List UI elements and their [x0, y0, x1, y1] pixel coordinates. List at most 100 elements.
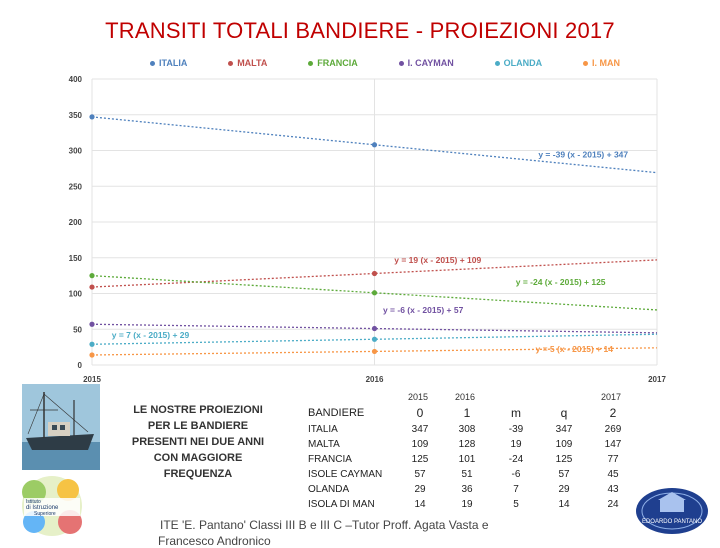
table-header: 2: [609, 406, 617, 420]
grid-lines: [91, 78, 658, 366]
table-header: q: [560, 406, 568, 420]
table-cell: 36: [461, 484, 473, 495]
legend-item: FRANCIA: [308, 56, 358, 70]
table-cell: MALTA: [308, 439, 340, 450]
logo-text: Istituto: [26, 499, 41, 505]
data-point-i-man: [89, 352, 95, 358]
legend-label: OLANDA: [503, 58, 543, 68]
table-cell: 125: [555, 454, 573, 465]
table-cell: 7: [513, 484, 519, 495]
table-column-m: m -39 19 -24 -6 7 5: [500, 406, 532, 512]
note-line: PRESENTI NEI DUE ANNI: [131, 436, 265, 448]
note-line: PER LE BANDIERE: [147, 420, 249, 432]
x-tick-label: 2015: [83, 375, 101, 384]
legend-label: I. MAN: [591, 58, 620, 68]
x-tick-label: 2016: [366, 375, 384, 384]
y-tick-label: 200: [69, 218, 83, 227]
fishing-boat-image: [22, 384, 100, 470]
legend-item: OLANDA: [494, 56, 543, 70]
data-point-olanda: [371, 336, 378, 342]
year-label-2015: 2015: [408, 392, 429, 402]
table-cell: 101: [458, 454, 476, 465]
chart-legend: ITALIA MALTA FRANCIA I. CAYMAN OLANDA I. MAN: [150, 56, 620, 70]
trend-equations: y = -39 (x - 2015) + 347 y = 19 (x - 2015…: [112, 150, 629, 354]
table-cell: 19: [461, 499, 473, 510]
table-cell: -6: [511, 469, 521, 480]
table-header: m: [511, 406, 521, 420]
table-cell: 29: [414, 484, 426, 495]
trend-equation: y = -39 (x - 2015) + 347: [538, 150, 628, 160]
table-cell: 269: [604, 424, 622, 435]
table-cell: 14: [558, 499, 570, 510]
table-cell: 19: [510, 439, 522, 450]
logo-text: EDOARDO PANTANO: [642, 519, 702, 525]
data-point-i-man: [371, 348, 378, 355]
logo-text: Superiore: [34, 511, 56, 517]
table-cell: -24: [508, 454, 524, 465]
y-tick-label: 300: [69, 147, 83, 156]
legend-label: MALTA: [237, 58, 268, 68]
istituto-pantano-logo: EDOARDO PANTANO: [636, 488, 708, 534]
table-cell: ISOLA DI MAN: [308, 499, 375, 510]
table-cell: 57: [558, 469, 570, 480]
table-header: 0: [416, 406, 424, 420]
table-cell: 24: [607, 499, 619, 510]
table-cell: 147: [604, 439, 622, 450]
legend-item: ITALIA: [150, 56, 187, 70]
y-tick-label: 250: [69, 182, 83, 191]
table-cell: OLANDA: [308, 484, 350, 495]
note-line: CON MAGGIORE: [153, 452, 243, 464]
data-point-italia: [89, 114, 95, 120]
projection-note: LE NOSTRE PROIEZIONI PER LE BANDIERE PRE…: [118, 402, 278, 482]
table-cell: 43: [607, 484, 619, 495]
table-cell: 29: [558, 484, 570, 495]
trend-equation: y = -6 (x - 2015) + 57: [383, 305, 464, 315]
table-cell: 14: [414, 499, 426, 510]
trend-equation: y = 19 (x - 2015) + 109: [394, 255, 481, 265]
table-column-2017: 2 269 147 77 45 43 24: [597, 406, 629, 512]
footer-credits: ITE 'E. Pantano' Classi III B e III C –T…: [160, 518, 489, 532]
y-tick-label: 400: [69, 75, 83, 84]
y-tick-label: 150: [69, 254, 83, 263]
legend-marker: [398, 60, 404, 66]
data-point-i-cayman: [89, 321, 95, 327]
table-column-q: q 347 109 125 57 29 14: [548, 406, 580, 512]
table-cell: 5: [513, 499, 519, 510]
legend-label: I. CAYMAN: [407, 58, 454, 68]
table-cell: 51: [461, 469, 473, 480]
legend-label: FRANCIA: [317, 58, 358, 68]
table-column-flag: BANDIERE ITALIA MALTA FRANCIA ISOLE CAYMAN OL…: [308, 406, 382, 512]
legend-label: ITALIA: [159, 58, 188, 68]
table-cell: FRANCIA: [308, 454, 352, 465]
data-point-italia: [371, 142, 378, 148]
data-point-malta: [371, 270, 378, 277]
table-header: 1: [463, 406, 471, 420]
table-column-2015: 0 347 109 125 57 29 14: [404, 406, 436, 512]
x-axis-ticks: 2015 2016 2017: [83, 375, 666, 384]
table-cell: 125: [411, 454, 429, 465]
legend-marker: [494, 60, 500, 66]
table-cell: 109: [411, 439, 429, 450]
table-cell: 109: [555, 439, 573, 450]
projection-table: BANDIERE ITALIA MALTA FRANCIA ISOLE CAYMAN OL…: [0, 406, 720, 516]
legend-item: I. CAYMAN: [398, 56, 454, 70]
school-logo: Istituto di Istruzione Superiore: [22, 476, 82, 536]
chart-title: TRANSITI TOTALI BANDIERE - PROIEZIONI 20…: [105, 18, 615, 43]
table-cell: 45: [607, 469, 619, 480]
note-line: FREQUENZA: [163, 468, 233, 480]
y-axis-ticks: 0 50 100 150 200 250 300 350 400: [69, 75, 83, 370]
y-tick-label: 350: [69, 111, 83, 120]
table-column-2016: 1 308 128 101 51 36 19: [451, 406, 483, 512]
data-point-francia: [371, 290, 378, 296]
year-label-2016: 2016: [455, 392, 476, 402]
legend-marker: [228, 60, 234, 66]
table-cell: 347: [555, 424, 573, 435]
table-cell: 77: [607, 454, 619, 465]
data-point-olanda: [89, 341, 95, 347]
legend-item: MALTA: [228, 56, 267, 70]
table-cell: 128: [458, 439, 476, 450]
table-header: BANDIERE: [308, 407, 365, 419]
table-cell: -39: [508, 424, 524, 435]
table-cell: ITALIA: [308, 424, 338, 435]
table-cell: ISOLE CAYMAN: [308, 469, 383, 480]
